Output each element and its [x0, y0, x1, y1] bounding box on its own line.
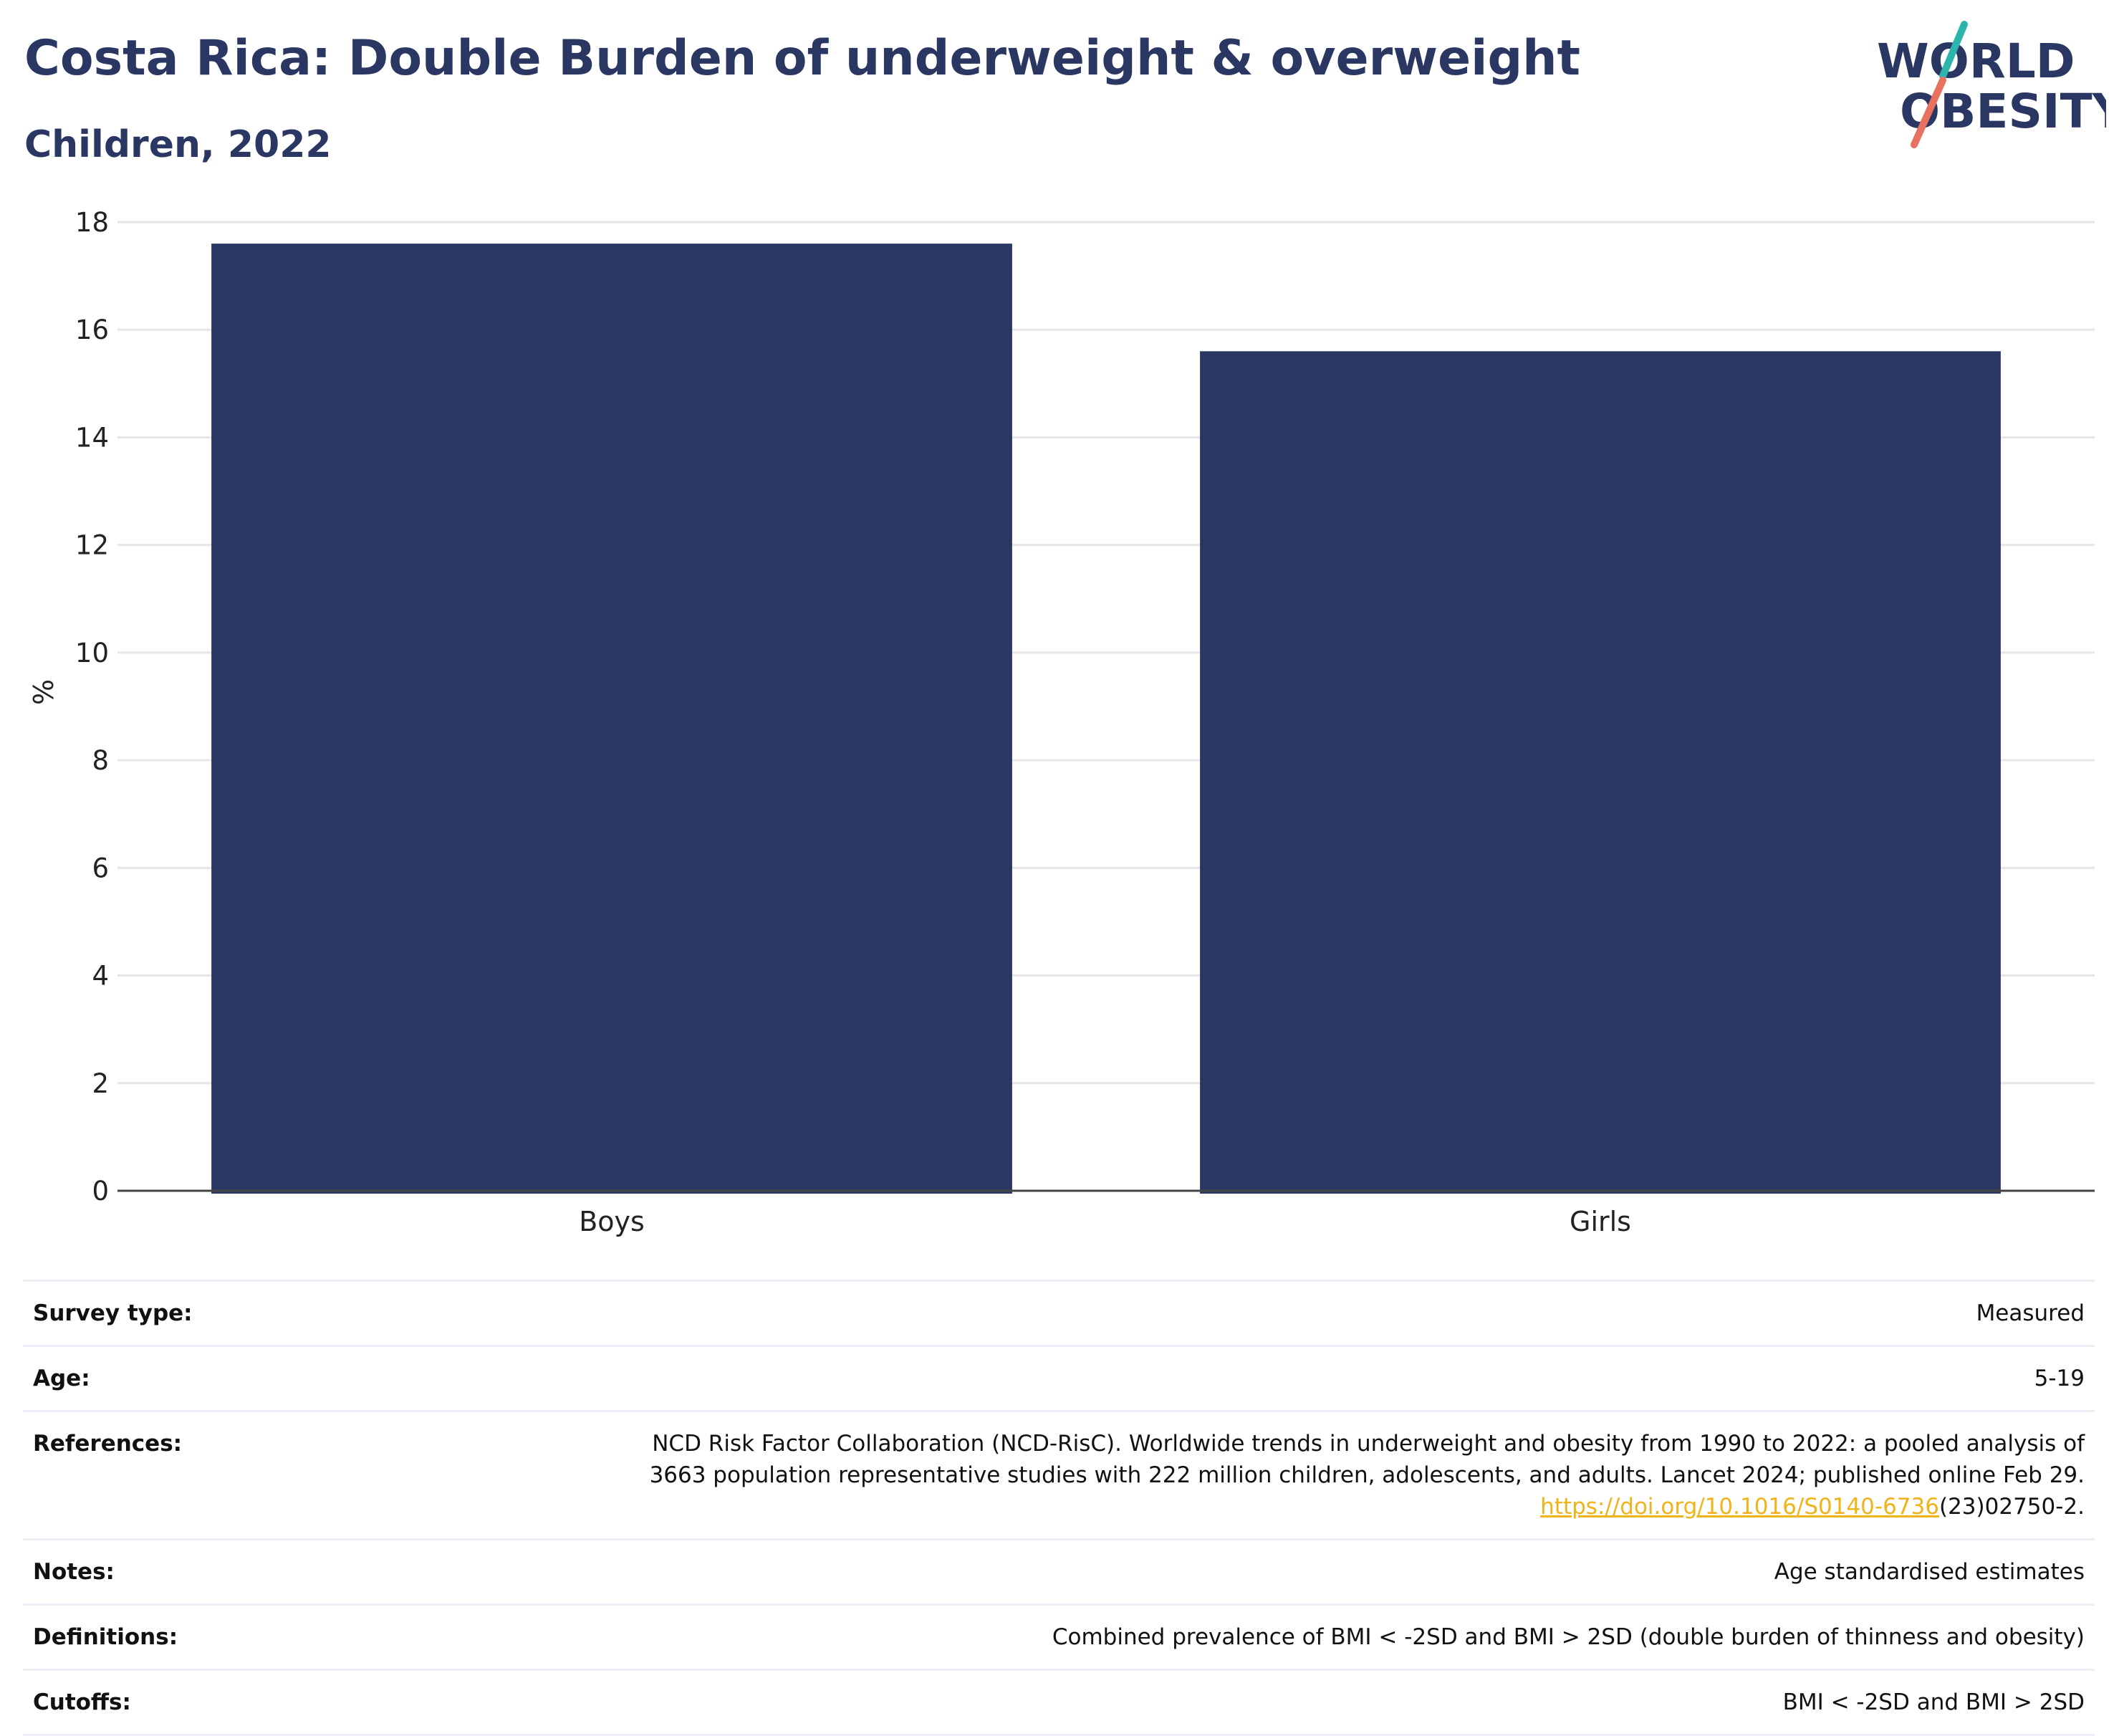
survey-type-value: Measured — [444, 1279, 2095, 1346]
y-tick-label: 12 — [75, 530, 109, 561]
info-table: Survey type: Measured Age: 5-19 Referenc… — [23, 1279, 2095, 1736]
definitions-value: Combined prevalence of BMI < -2SD and BM… — [444, 1603, 2095, 1670]
x-tick-label-girls: Girls — [1570, 1206, 1631, 1237]
bars — [211, 244, 2001, 1194]
logo-line1: WORLD — [1877, 34, 2075, 89]
age-value: 5-19 — [444, 1345, 2095, 1411]
y-tick-label: 8 — [92, 745, 109, 776]
y-tick-label: 18 — [75, 207, 109, 238]
x-tick-label-boys: Boys — [579, 1206, 645, 1237]
y-tick-labels: 0 2 4 6 8 10 12 14 16 18 — [75, 207, 109, 1207]
bar-boys — [211, 244, 1012, 1194]
info-row-definitions: Definitions: Combined prevalence of BMI … — [23, 1603, 2095, 1670]
bar-chart: 0 2 4 6 8 10 12 14 16 18 Boys Girls % — [28, 207, 2095, 1237]
bar-girls — [1200, 351, 2001, 1194]
references-value: NCD Risk Factor Collaboration (NCD-RisC)… — [444, 1410, 2095, 1540]
y-tick-label: 16 — [75, 315, 109, 345]
references-doi-link[interactable]: https://doi.org/10.1016/S0140-6736 — [1540, 1494, 1939, 1520]
notes-label: Notes: — [23, 1538, 444, 1605]
survey-type-label: Survey type: — [23, 1279, 444, 1346]
info-row-notes: Notes: Age standardised estimates — [23, 1538, 2095, 1605]
info-row-references: References: NCD Risk Factor Collaboratio… — [23, 1410, 2095, 1540]
references-label: References: — [23, 1410, 444, 1540]
chart-title: Costa Rica: Double Burden of underweight… — [24, 30, 1581, 87]
y-tick-label: 2 — [92, 1068, 109, 1099]
world-obesity-logo: WORLD OBESITY — [1877, 21, 2106, 148]
logo-slash-bottom — [1911, 77, 1946, 148]
logo-slash-top — [1939, 21, 1968, 80]
y-axis-label: % — [28, 679, 59, 705]
chart-subtitle: Children, 2022 — [24, 123, 332, 166]
cutoffs-value: BMI < -2SD and BMI > 2SD — [444, 1669, 2095, 1736]
references-line2: 3663 population representative studies w… — [649, 1462, 2085, 1489]
info-row-age: Age: 5-19 — [23, 1345, 2095, 1411]
y-tick-label: 10 — [75, 638, 109, 668]
y-tick-label: 14 — [75, 422, 109, 453]
references-doi-suffix: (23)02750-2. — [1938, 1494, 2085, 1520]
y-tick-label: 0 — [92, 1176, 109, 1207]
y-tick-label: 4 — [92, 961, 109, 992]
y-tick-label: 6 — [92, 853, 109, 883]
info-row-survey-type: Survey type: Measured — [23, 1279, 2095, 1346]
definitions-label: Definitions: — [23, 1603, 444, 1670]
references-line1: NCD Risk Factor Collaboration (NCD-RisC)… — [652, 1431, 2085, 1457]
x-tick-labels: Boys Girls — [579, 1206, 1631, 1237]
age-label: Age: — [23, 1345, 444, 1411]
notes-value: Age standardised estimates — [444, 1538, 2095, 1605]
cutoffs-label: Cutoffs: — [23, 1669, 444, 1736]
info-row-cutoffs: Cutoffs: BMI < -2SD and BMI > 2SD — [23, 1669, 2095, 1736]
